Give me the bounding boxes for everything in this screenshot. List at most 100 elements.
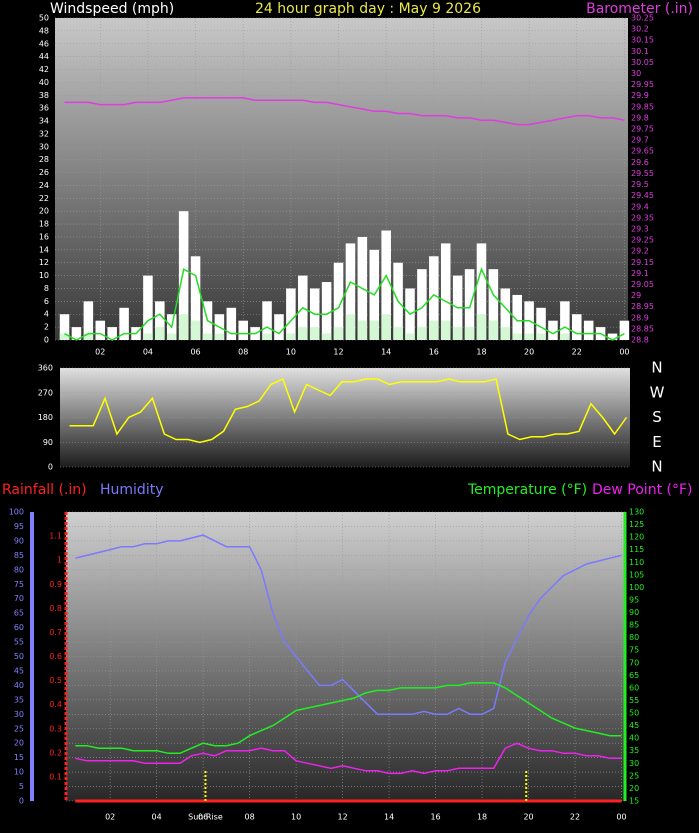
y-tick-label: 90 (14, 536, 24, 545)
x-tick-label: 20 (523, 813, 533, 822)
y3-tick-label: 0.6 (49, 652, 62, 661)
y-tick-label: 180 (38, 413, 53, 422)
x-tick-label: 22 (572, 348, 582, 357)
y3-tick-label: 1.1 (49, 532, 62, 541)
x-tick-label: 00 (619, 348, 629, 357)
y-tick-label: 65 (14, 609, 24, 618)
y2-tick-label: 29.75 (631, 125, 654, 134)
y2-tick-label: 60 (629, 683, 639, 692)
bar (369, 320, 380, 340)
y-tick-label: 4 (44, 310, 49, 319)
x-tick-label: 18 (476, 348, 486, 357)
bar (440, 320, 451, 340)
x-tick-label: 12 (338, 813, 348, 822)
bar (417, 269, 427, 340)
y2-tick-label: 70 (629, 658, 639, 667)
y-tick-label: 42 (39, 65, 49, 74)
y2-tick-label: 35 (629, 746, 639, 755)
y2-tick-label: 29.5 (631, 180, 649, 189)
bar (583, 320, 594, 340)
bar (190, 256, 201, 340)
y2-tick-label: 30.15 (631, 36, 654, 45)
y2-tick-label: 95 (629, 595, 639, 604)
bar (500, 288, 511, 340)
y2-tick-label: 75 (629, 646, 639, 655)
bar (321, 333, 332, 340)
bar (560, 333, 570, 340)
bar (286, 333, 296, 340)
bar (381, 230, 391, 340)
y2-tick-label: 20 (629, 784, 639, 793)
y-tick-label: 270 (38, 388, 53, 397)
bar (166, 333, 177, 340)
y-tick-label: 0 (19, 797, 24, 806)
y3-tick-label: 0.9 (49, 580, 62, 589)
y-tick-label: 75 (14, 580, 24, 589)
bar (429, 320, 439, 340)
y-tick-label: 25 (14, 724, 24, 733)
y2-tick-label: 28.95 (631, 302, 654, 311)
bar (488, 269, 499, 340)
bar (309, 327, 320, 340)
y3-tick-label: 0.8 (49, 604, 62, 613)
y2-tick-label: S (652, 408, 662, 426)
y-tick-label: 2 (44, 323, 49, 332)
bar (59, 333, 70, 340)
y-tick-label: 48 (39, 26, 49, 35)
bar (119, 307, 129, 340)
y-tick-label: 95 (14, 522, 24, 531)
y-tick-label: 30 (39, 142, 49, 151)
y-tick-label: 45 (14, 666, 24, 675)
y-tick-label: 8 (44, 284, 49, 293)
y-tick-label: 60 (14, 623, 24, 632)
y2-tick-label: 29.6 (631, 158, 649, 167)
y-tick-label: 10 (14, 768, 24, 777)
x-tick-label: 06 (198, 813, 208, 822)
y2-tick-label: 115 (629, 545, 644, 554)
bar (274, 314, 284, 340)
bar (321, 282, 332, 340)
series-line (75, 682, 622, 755)
y-tick-label: 10 (39, 271, 49, 280)
x-tick-label: 10 (291, 813, 301, 822)
y-tick-label: 34 (39, 117, 49, 126)
y2-tick-label: 29.05 (631, 280, 654, 289)
y-tick-label: 40 (39, 78, 49, 87)
y2-tick-label: 29.9 (631, 91, 649, 100)
y-tick-label: 70 (14, 594, 24, 603)
bar (286, 288, 296, 340)
x-tick-label: 02 (95, 348, 105, 357)
y-tick-label: 15 (14, 753, 24, 762)
y-tick-label: 22 (39, 194, 49, 203)
y2-tick-label: 30.2 (631, 25, 649, 34)
y2-tick-label: 29.3 (631, 224, 649, 233)
bar (226, 307, 237, 340)
y-tick-label: 80 (14, 565, 24, 574)
bar (476, 243, 487, 340)
legend-entry: Temperature (°F) (467, 482, 587, 498)
y2-tick-label: 15 (629, 797, 639, 806)
y3-tick-label: 0.1 (49, 772, 62, 781)
y2-tick-label: 29.7 (631, 136, 649, 145)
bar (214, 333, 225, 340)
humidity-axis (30, 512, 34, 801)
bar (238, 320, 248, 340)
y-tick-label: 6 (44, 297, 49, 306)
legend-entry: Dew Point (°F) (592, 482, 692, 498)
y2-tick-label: 29.15 (631, 258, 654, 267)
y2-axis-title: Barometer (.in) (586, 1, 693, 17)
chart-title: 24 hour graph day : May 9 2026 (255, 1, 481, 17)
y-tick-label: 5 (19, 782, 24, 791)
x-tick-label: 16 (429, 348, 439, 357)
y2-tick-label: 29.65 (631, 147, 654, 156)
y-tick-label: 18 (39, 220, 49, 229)
bar (548, 320, 558, 340)
y-tick-label: 360 (38, 364, 53, 373)
x-tick-label: 14 (384, 813, 394, 822)
bar (178, 211, 189, 340)
x-tick-label: 04 (152, 813, 162, 822)
bar (381, 314, 391, 340)
bar (190, 320, 201, 340)
